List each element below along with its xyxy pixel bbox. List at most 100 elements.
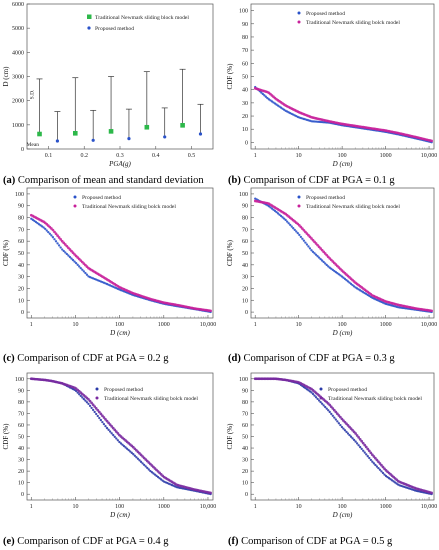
data-point	[298, 233, 301, 237]
data-point	[279, 214, 283, 218]
data-point	[57, 244, 61, 247]
y-tick-label: 30	[18, 458, 24, 464]
data-point	[209, 309, 212, 313]
y-tick-label: 50	[18, 251, 24, 257]
data-point	[349, 435, 353, 438]
data-point	[339, 423, 342, 427]
data-point	[71, 258, 75, 262]
data-point	[125, 447, 129, 450]
panel-caption-label: (f)	[228, 536, 241, 547]
x-tick-label: 1	[30, 322, 33, 328]
y-tick-label: 10	[242, 127, 248, 133]
data-point	[339, 415, 342, 419]
data-point	[357, 436, 360, 439]
data-point	[343, 277, 347, 281]
data-point	[278, 213, 281, 216]
data-point	[87, 397, 90, 401]
y-axis-label: D (cm)	[2, 66, 10, 87]
legend-swatch	[297, 20, 301, 24]
y-axis-label: CDF (%)	[226, 239, 234, 266]
data-point	[375, 465, 379, 468]
data-point	[130, 451, 133, 454]
x-tick-label: 1000	[158, 504, 170, 510]
data-point	[121, 443, 124, 446]
data-point	[93, 405, 97, 408]
data-point	[260, 91, 263, 94]
data-point	[295, 230, 298, 233]
data-point	[327, 409, 330, 412]
y-tick-label: 10	[18, 298, 24, 304]
data-point	[307, 245, 310, 248]
data-point	[336, 420, 339, 423]
legend-swatch	[297, 195, 301, 199]
data-point	[264, 95, 268, 98]
y-tick-label: 20	[242, 469, 248, 475]
data-point	[119, 442, 123, 445]
x-tick-label: 0.1	[45, 153, 53, 159]
data-point	[209, 491, 212, 495]
data-point	[98, 416, 101, 420]
panel-caption: (d) Comparison of CDF at PGA = 0.3 g	[228, 353, 395, 364]
x-tick-label: 1	[254, 322, 257, 328]
data-point	[150, 471, 154, 474]
y-tick-label: 70	[242, 48, 248, 54]
data-point	[369, 458, 372, 462]
data-point	[360, 439, 364, 443]
x-axis-label: D (cm)	[332, 329, 353, 337]
data-point	[56, 234, 59, 237]
data-point	[57, 236, 61, 239]
data-point	[107, 421, 110, 425]
data-point	[308, 247, 312, 250]
x-tick-label: 10,000	[200, 504, 217, 510]
data-point	[319, 400, 322, 404]
y-tick-label: 10	[242, 481, 248, 487]
data-point	[317, 399, 321, 402]
y-tick-label: 10	[18, 481, 24, 487]
data-point	[370, 453, 374, 457]
data-point	[337, 414, 341, 417]
data-point	[50, 234, 53, 237]
panel-caption: (b) Comparison of CDF at PGA = 0.1 g	[228, 175, 395, 186]
data-point	[316, 397, 319, 400]
panel-caption-label: (c)	[3, 353, 17, 364]
y-axis-label: CDF (%)	[2, 239, 10, 266]
data-point	[84, 399, 87, 402]
x-tick-label: 10,000	[421, 153, 438, 159]
x-tick-label: 0.5	[188, 153, 196, 159]
data-point	[263, 94, 266, 97]
data-point	[90, 406, 93, 410]
x-tick-label: 0.4	[152, 153, 160, 159]
y-tick-label: 40	[242, 88, 248, 94]
y-tick-label: 70	[18, 411, 24, 417]
data-point	[91, 138, 95, 142]
data-point	[53, 238, 56, 241]
y-tick-label: 30	[242, 275, 248, 281]
data-point	[301, 237, 304, 240]
data-point	[101, 414, 104, 418]
y-tick-label: 60	[18, 423, 24, 429]
panel-caption-text: Comparison of CDF at PGA = 0.3 g	[243, 353, 395, 364]
data-point	[355, 434, 359, 437]
data-point	[377, 460, 380, 464]
x-tick-label: 10	[296, 322, 302, 328]
y-tick-label: 70	[18, 227, 24, 233]
legend-label: Traditional Newmark sliding bolck model	[306, 20, 400, 26]
y-tick-label: 3000	[12, 75, 24, 81]
data-point	[45, 229, 48, 232]
data-point	[346, 280, 350, 283]
panel-caption: (c) Comparison of CDF at PGA = 0.2 g	[3, 353, 169, 364]
panel-caption: (a) Comparison of mean and standard devi…	[3, 175, 204, 186]
data-point	[110, 432, 113, 435]
data-point	[378, 468, 382, 471]
legend-label: Traditional Newmark sliding block model	[95, 15, 189, 21]
y-tick-label: 80	[18, 400, 24, 406]
data-point	[320, 402, 324, 405]
legend-label: Proposed method	[95, 26, 134, 32]
data-point	[116, 439, 120, 442]
y-tick-label: 30	[242, 458, 248, 464]
data-point	[91, 403, 95, 407]
